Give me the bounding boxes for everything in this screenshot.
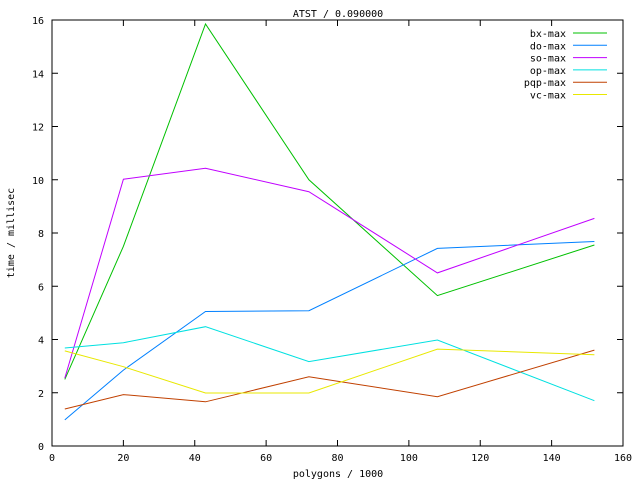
series-line-bx-max [64,22,595,380]
y-tick-label: 4 [38,336,44,347]
x-tick-label: 160 [614,453,632,464]
y-axis-label: time / millisec [6,188,17,278]
x-tick-label: 100 [400,453,418,464]
legend-label: bx-max [530,29,566,40]
x-tick-label: 140 [543,453,561,464]
x-tick-label: 120 [471,453,489,464]
legend-label: do-max [530,41,566,52]
series-line-so-max [64,167,595,379]
legend-label: vc-max [530,91,566,102]
legend-label: so-max [530,54,566,65]
series-line-op-max [64,326,595,402]
y-tick-label: 14 [32,69,44,80]
y-tick-label: 8 [38,229,44,240]
y-tick-label: 6 [38,282,44,293]
y-tick-label: 10 [32,176,44,187]
y-tick-label: 12 [32,123,44,134]
x-tick-label: 0 [49,453,55,464]
x-tick-label: 40 [189,453,201,464]
x-tick-label: 60 [260,453,272,464]
x-axis-label: polygons / 1000 [293,469,383,480]
chart-title: ATST / 0.090000 [293,9,383,20]
x-tick-label: 80 [331,453,343,464]
y-tick-label: 0 [38,442,44,453]
legend-label: op-max [530,66,566,77]
series-line-do-max [64,241,595,421]
series-line-pqp-max [64,349,595,410]
y-tick-label: 16 [32,16,44,27]
series-line-vc-max [64,348,595,394]
y-tick-label: 2 [38,389,44,400]
legend-label: pqp-max [524,78,566,89]
x-tick-label: 20 [117,453,129,464]
